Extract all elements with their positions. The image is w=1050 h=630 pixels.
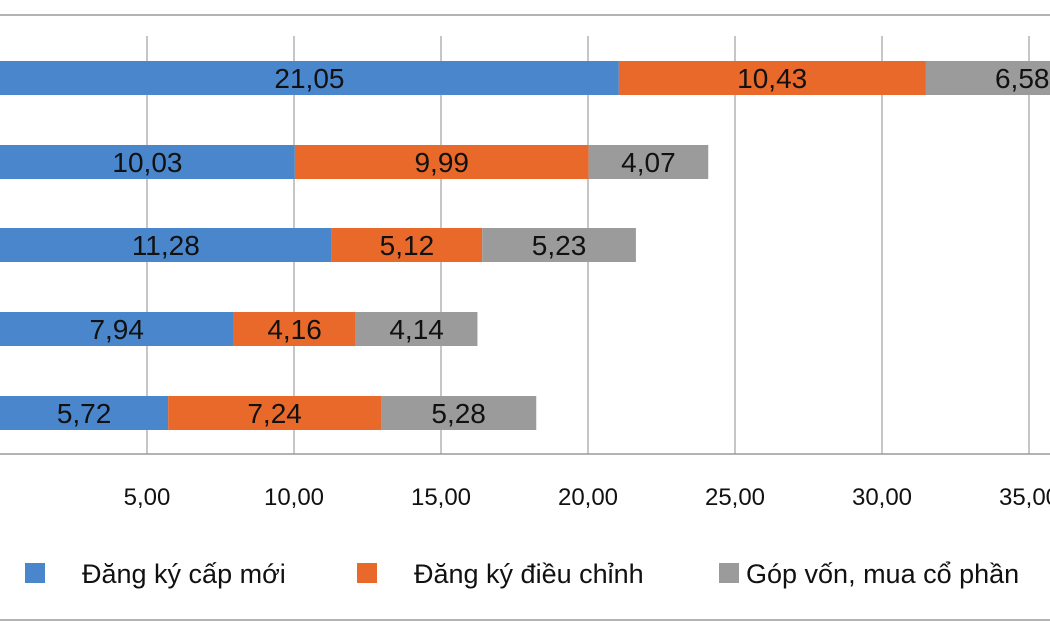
bar-label-0-row-2: 11,28 (132, 230, 200, 261)
bar-2-row-0 (925, 61, 1050, 95)
bar-2-row-3 (355, 312, 478, 346)
x-tick-label-1: 10,00 (264, 484, 324, 511)
bar-1-row-2 (331, 228, 483, 262)
bar-label-2-row-2: 5,23 (532, 230, 587, 261)
bar-label-1-row-1: 9,99 (414, 147, 469, 178)
x-tick-label-6: 35,00 (999, 484, 1050, 511)
bar-1-row-4 (168, 396, 382, 430)
x-tick-label-2: 15,00 (411, 484, 471, 511)
x-tick-label-4: 25,00 (705, 484, 765, 511)
bar-1-row-0 (618, 61, 926, 95)
bar-2-row-4 (381, 396, 537, 430)
bar-label-2-row-0: 6,58 (995, 63, 1050, 94)
bars-group: 21,05 10,43 6,58 10,03 9,99 4,07 11,28 5,12 5,23… (0, 61, 1050, 430)
legend-swatch-1 (357, 563, 377, 583)
bar-1-row-1 (294, 145, 589, 179)
legend: Đăng ký cấp mới Đăng ký điều chỉnh Góp vốn… (25, 559, 1019, 589)
bar-label-1-row-3: 4,16 (267, 314, 322, 345)
x-tick-labels: 5,00 10,00 15,00 20,00 25,00 30,00 35,00 (124, 484, 1050, 511)
bar-label-1-row-0: 10,43 (737, 63, 807, 94)
legend-label-0: Đăng ký cấp mới (82, 559, 286, 589)
x-tick-label-5: 30,00 (852, 484, 912, 511)
bar-label-1-row-4: 7,24 (247, 398, 302, 429)
bar-label-0-row-0: 21,05 (274, 63, 344, 94)
bar-0-row-0 (0, 61, 619, 95)
bar-label-2-row-3: 4,14 (389, 314, 444, 345)
x-tick-label-0: 5,00 (124, 484, 171, 511)
bar-0-row-3 (0, 312, 234, 346)
bar-1-row-3 (233, 312, 356, 346)
legend-label-2: Góp vốn, mua cổ phần (746, 559, 1019, 589)
bar-2-row-2 (482, 228, 636, 262)
legend-swatch-2 (719, 563, 739, 583)
bar-label-0-row-4: 5,72 (57, 398, 112, 429)
bar-0-row-1 (0, 145, 295, 179)
bar-label-1-row-2: 5,12 (380, 230, 435, 261)
bar-0-row-2 (0, 228, 332, 262)
bar-2-row-1 (588, 145, 709, 179)
bar-0-row-4 (0, 396, 169, 430)
x-tick-label-3: 20,00 (558, 484, 618, 511)
bar-label-2-row-1: 4,07 (621, 147, 676, 178)
bar-label-2-row-4: 5,28 (431, 398, 486, 429)
legend-label-1: Đăng ký điều chỉnh (414, 559, 644, 589)
bar-label-0-row-3: 7,94 (89, 314, 144, 345)
bar-label-0-row-1: 10,03 (112, 147, 182, 178)
legend-swatch-0 (25, 563, 45, 583)
